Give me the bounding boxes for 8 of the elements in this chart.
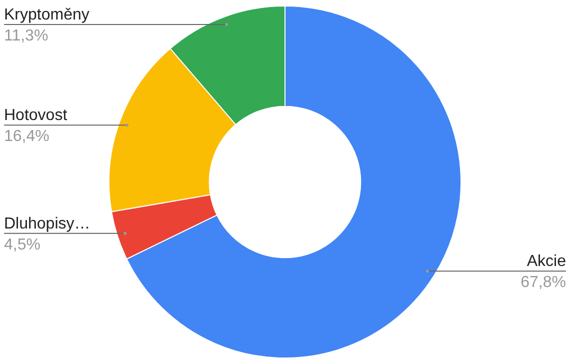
- slice-label: Kryptoměny: [4, 6, 90, 24]
- slice-label: Hotovost: [4, 107, 68, 124]
- slice-label: Akcie: [526, 253, 566, 270]
- slice-label: Dluhopisy…: [4, 215, 90, 232]
- data-label: 11,3%: [4, 27, 48, 44]
- data-label: 4,5%: [4, 236, 40, 254]
- data-label: 67,8%: [520, 274, 566, 292]
- data-label: 16,4%: [4, 128, 50, 146]
